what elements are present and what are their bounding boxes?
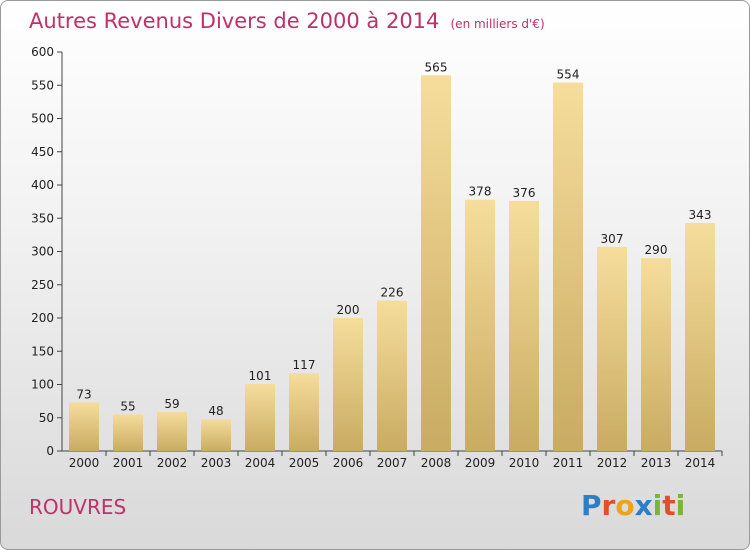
bar — [597, 246, 627, 451]
x-tick-label: 2002 — [157, 456, 188, 470]
x-tick-label: 2007 — [377, 456, 408, 470]
bar-value-label: 101 — [249, 369, 272, 383]
bar — [685, 222, 715, 451]
x-tick-label: 2014 — [685, 456, 716, 470]
bar — [553, 82, 583, 451]
bar — [201, 419, 231, 451]
bar — [333, 318, 363, 451]
y-tick-label: 500 — [31, 112, 54, 126]
bar — [641, 258, 671, 451]
bar-value-label: 226 — [381, 286, 404, 300]
bar-value-label: 376 — [513, 186, 536, 200]
bar-value-label: 55 — [120, 399, 135, 413]
y-tick-label: 600 — [31, 45, 54, 59]
x-tick-label: 2008 — [421, 456, 452, 470]
x-tick-label: 2003 — [201, 456, 232, 470]
bar — [377, 300, 407, 451]
bar-value-label: 117 — [293, 358, 316, 372]
y-tick-label: 50 — [39, 411, 54, 425]
bar-value-label: 48 — [208, 404, 223, 418]
bar-value-label: 307 — [601, 232, 624, 246]
x-tick-label: 2012 — [597, 456, 628, 470]
x-tick-label: 2004 — [245, 456, 276, 470]
x-tick-label: 2001 — [113, 456, 144, 470]
y-tick-label: 550 — [31, 78, 54, 92]
commune-name: ROUVRES — [29, 495, 127, 519]
bar — [113, 414, 143, 451]
bar — [289, 373, 319, 451]
y-tick-label: 400 — [31, 178, 54, 192]
y-tick-label: 250 — [31, 278, 54, 292]
bar-value-label: 554 — [557, 68, 580, 82]
y-tick-label: 0 — [46, 444, 54, 458]
x-tick-label: 2009 — [465, 456, 496, 470]
bar-value-label: 290 — [645, 243, 668, 257]
x-tick-label: 2006 — [333, 456, 364, 470]
bar-value-label: 343 — [689, 208, 712, 222]
y-tick-label: 100 — [31, 378, 54, 392]
chart-title-main: Autres Revenus Divers de 2000 à 2014 — [29, 9, 440, 33]
bar-value-label: 59 — [164, 397, 179, 411]
bar — [245, 383, 275, 451]
x-tick-label: 2010 — [509, 456, 540, 470]
y-tick-label: 200 — [31, 311, 54, 325]
proxiti-logo: Proxiti — [581, 489, 686, 522]
bar — [157, 411, 187, 451]
x-tick-label: 2011 — [553, 456, 584, 470]
bar-value-label: 73 — [76, 387, 91, 401]
bar — [465, 199, 495, 451]
bar-value-label: 200 — [337, 303, 360, 317]
chart-title-unit: (en milliers d'€) — [450, 17, 545, 31]
bar-value-label: 378 — [469, 185, 492, 199]
bar — [509, 200, 539, 451]
x-tick-label: 2000 — [69, 456, 100, 470]
chart-title: Autres Revenus Divers de 2000 à 2014 (en… — [29, 9, 545, 33]
x-tick-label: 2013 — [641, 456, 672, 470]
bar-value-label: 565 — [425, 60, 448, 74]
bar — [69, 402, 99, 451]
x-tick-label: 2005 — [289, 456, 320, 470]
y-tick-label: 450 — [31, 145, 54, 159]
bar — [421, 75, 451, 452]
y-tick-label: 150 — [31, 344, 54, 358]
y-tick-label: 350 — [31, 211, 54, 225]
y-tick-label: 300 — [31, 245, 54, 259]
